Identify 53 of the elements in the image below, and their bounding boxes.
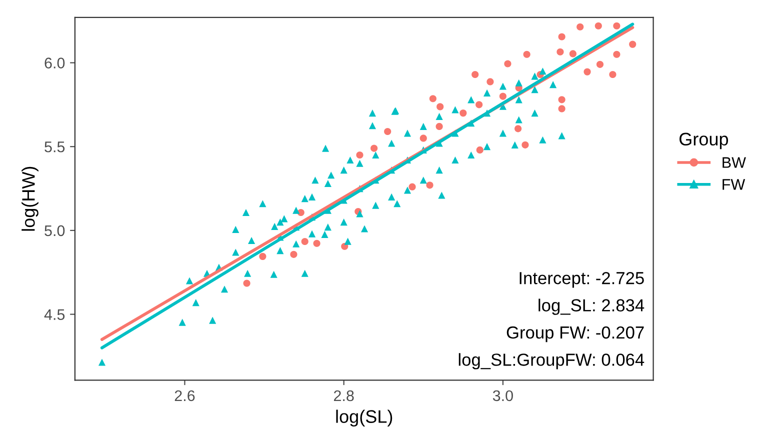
point — [476, 146, 484, 154]
y-axis-title: log(HW) — [22, 166, 38, 231]
annotation: log_SL:GroupFW: 0.064 — [458, 353, 644, 370]
point — [436, 103, 444, 110]
point — [569, 50, 576, 58]
point — [313, 240, 320, 247]
y-tick-label: 5.5 — [44, 142, 65, 152]
point — [243, 280, 250, 287]
annotation: Intercept: -2.725 — [520, 272, 644, 288]
point — [420, 134, 427, 142]
point — [514, 125, 522, 132]
point — [408, 183, 416, 190]
legend-title: Group — [680, 132, 728, 150]
point — [613, 22, 620, 30]
annotation: log_SL: 2.834 — [538, 298, 644, 315]
x-tick-label: 2.8 — [334, 390, 354, 402]
point — [584, 68, 591, 76]
point — [558, 105, 566, 112]
x-tick-label: 2.6 — [174, 390, 195, 402]
legend-label: BW — [722, 157, 746, 168]
x-tick-label: 3.0 — [492, 390, 513, 402]
point — [436, 122, 443, 130]
annotation: Group FW: -0.207 — [506, 326, 644, 342]
point — [594, 22, 602, 30]
point — [613, 50, 620, 58]
point — [356, 151, 364, 159]
point — [460, 110, 467, 117]
point — [576, 23, 584, 30]
x-axis-title: log(SL) — [336, 410, 392, 427]
point — [609, 70, 616, 78]
point — [522, 141, 529, 148]
point — [370, 144, 378, 152]
point — [596, 60, 604, 68]
y-tick-label: 6.0 — [44, 58, 65, 68]
point — [429, 95, 436, 102]
point — [290, 250, 298, 258]
point — [629, 40, 636, 48]
point — [486, 78, 494, 86]
point — [558, 96, 566, 104]
point — [472, 70, 479, 78]
y-tick-label: 4.5 — [44, 309, 65, 320]
point — [259, 252, 266, 260]
point — [499, 92, 506, 100]
y-tick-label: 5.0 — [44, 225, 65, 236]
point — [301, 238, 308, 246]
point — [384, 128, 392, 136]
point — [476, 101, 483, 108]
legend-label: FW — [722, 179, 746, 190]
point — [558, 33, 566, 40]
point — [556, 48, 564, 56]
point — [426, 182, 434, 189]
point — [504, 60, 512, 68]
point — [523, 50, 530, 58]
